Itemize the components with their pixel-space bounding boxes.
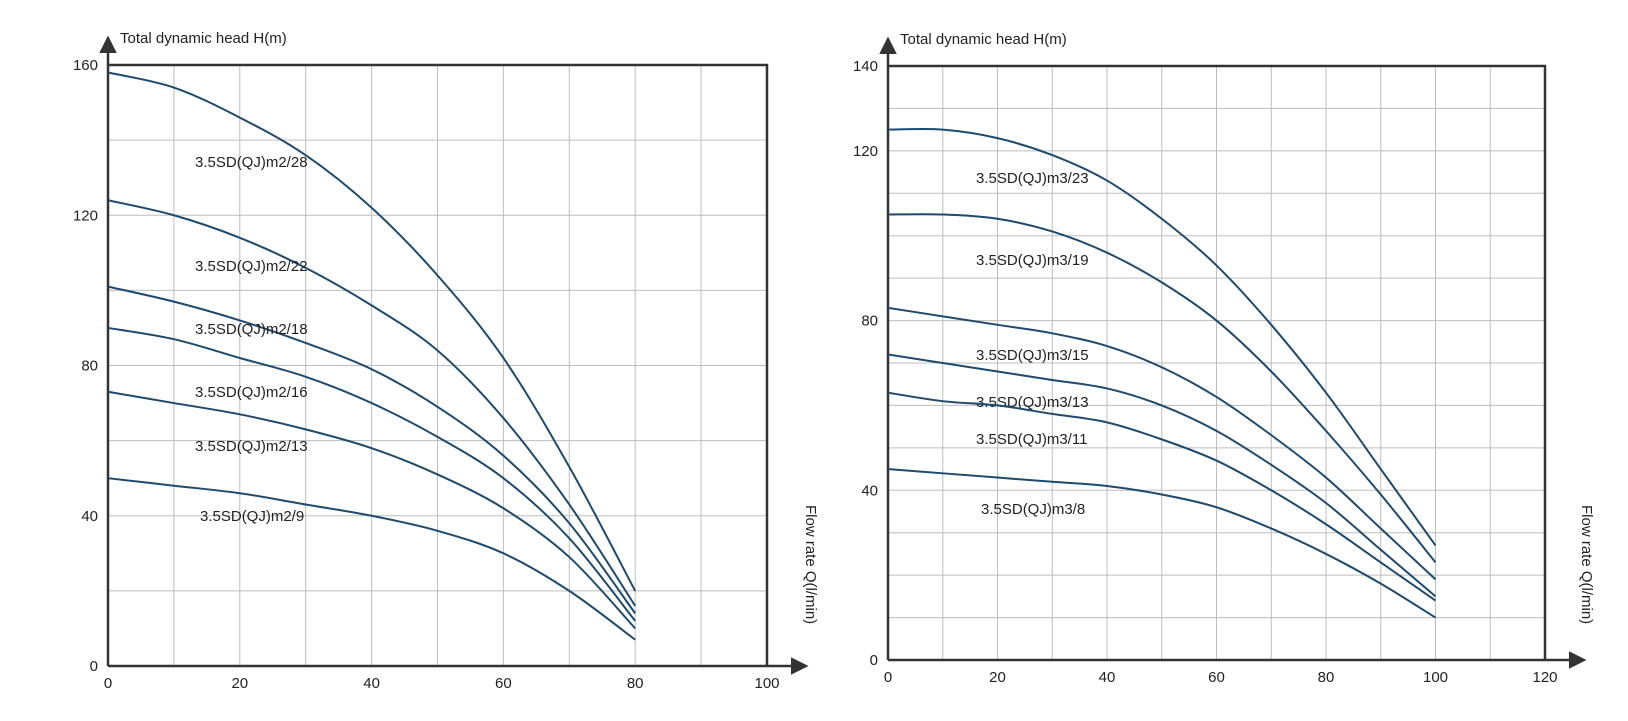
y-axis-title: Total dynamic head H(m)	[120, 30, 287, 47]
x-tick-label: 60	[495, 675, 512, 692]
x-tick-label: 120	[1532, 669, 1557, 686]
x-tick-label: 60	[1208, 669, 1225, 686]
pump-curve-line	[107, 326, 636, 622]
y-tick-label: 140	[853, 58, 878, 75]
plot-frame	[888, 64, 1547, 660]
grid-lines	[108, 65, 767, 666]
y-tick-label: 40	[81, 508, 98, 525]
pump-curve-line	[887, 306, 1437, 581]
pump-curve-line	[887, 391, 1437, 602]
y-tick-label: 160	[73, 57, 98, 74]
y-tick-label: 0	[90, 658, 98, 675]
y-tick-label: 120	[853, 143, 878, 160]
pump-curve-line	[107, 390, 636, 630]
pump-curve-line	[107, 199, 637, 607]
x-axis-title: Flow rate Q(l/min)	[802, 505, 819, 624]
x-tick-label: 20	[231, 675, 248, 692]
curve-label: 3.5SD(QJ)m2/9	[200, 508, 304, 525]
y-tick-label: 120	[73, 207, 98, 224]
curve-label: 3.5SD(QJ)m3/11	[976, 431, 1087, 448]
x-tick-label: 40	[1099, 669, 1116, 686]
x-axis-title: Flow rate Q(l/min)	[1578, 505, 1595, 624]
x-tick-label: 80	[1318, 669, 1335, 686]
chart-1: Total dynamic head H(m) Flow rate Q(l/min…	[73, 30, 819, 692]
curve-label: 3.5SD(QJ)m2/18	[195, 321, 308, 338]
plot-frame	[108, 63, 769, 666]
curve-label: 3.5SD(QJ)m3/8	[981, 501, 1085, 518]
y-tick-label: 0	[870, 652, 878, 669]
curve-label: 3.5SD(QJ)m3/15	[976, 347, 1089, 364]
pump-curve-line	[887, 468, 1437, 619]
pump-curve-line	[107, 477, 636, 641]
pump-curve-line	[887, 213, 1437, 564]
x-tick-label: 40	[363, 675, 380, 692]
y-tick-label: 40	[861, 482, 878, 499]
curve-label: 3.5SD(QJ)m3/19	[976, 252, 1089, 269]
y-axis-title: Total dynamic head H(m)	[900, 31, 1067, 48]
x-tick-label: 0	[104, 675, 112, 692]
x-tick-label: 80	[627, 675, 644, 692]
chart-2: Total dynamic head H(m) Flow rate Q(l/min…	[853, 31, 1595, 686]
pump-curve-line	[107, 285, 637, 615]
pump-curve-line	[887, 128, 1437, 547]
curve-label: 3.5SD(QJ)m3/23	[976, 170, 1089, 187]
y-tick-label: 80	[81, 358, 98, 375]
grid-lines	[888, 66, 1545, 660]
curve-label: 3.5SD(QJ)m2/22	[195, 258, 308, 275]
x-tick-label: 100	[754, 675, 779, 692]
curve-label: 3.5SD(QJ)m2/16	[195, 384, 308, 401]
curve-label: 3.5SD(QJ)m2/28	[195, 154, 308, 171]
pump-curve-line	[107, 71, 637, 592]
curve-label: 3.5SD(QJ)m2/13	[195, 438, 308, 455]
y-tick-label: 80	[861, 313, 878, 330]
curve-label: 3.5SD(QJ)m3/13	[976, 394, 1089, 411]
x-tick-label: 100	[1423, 669, 1448, 686]
x-tick-label: 0	[884, 669, 892, 686]
x-tick-label: 20	[989, 669, 1006, 686]
pump-curve-line	[887, 353, 1437, 598]
